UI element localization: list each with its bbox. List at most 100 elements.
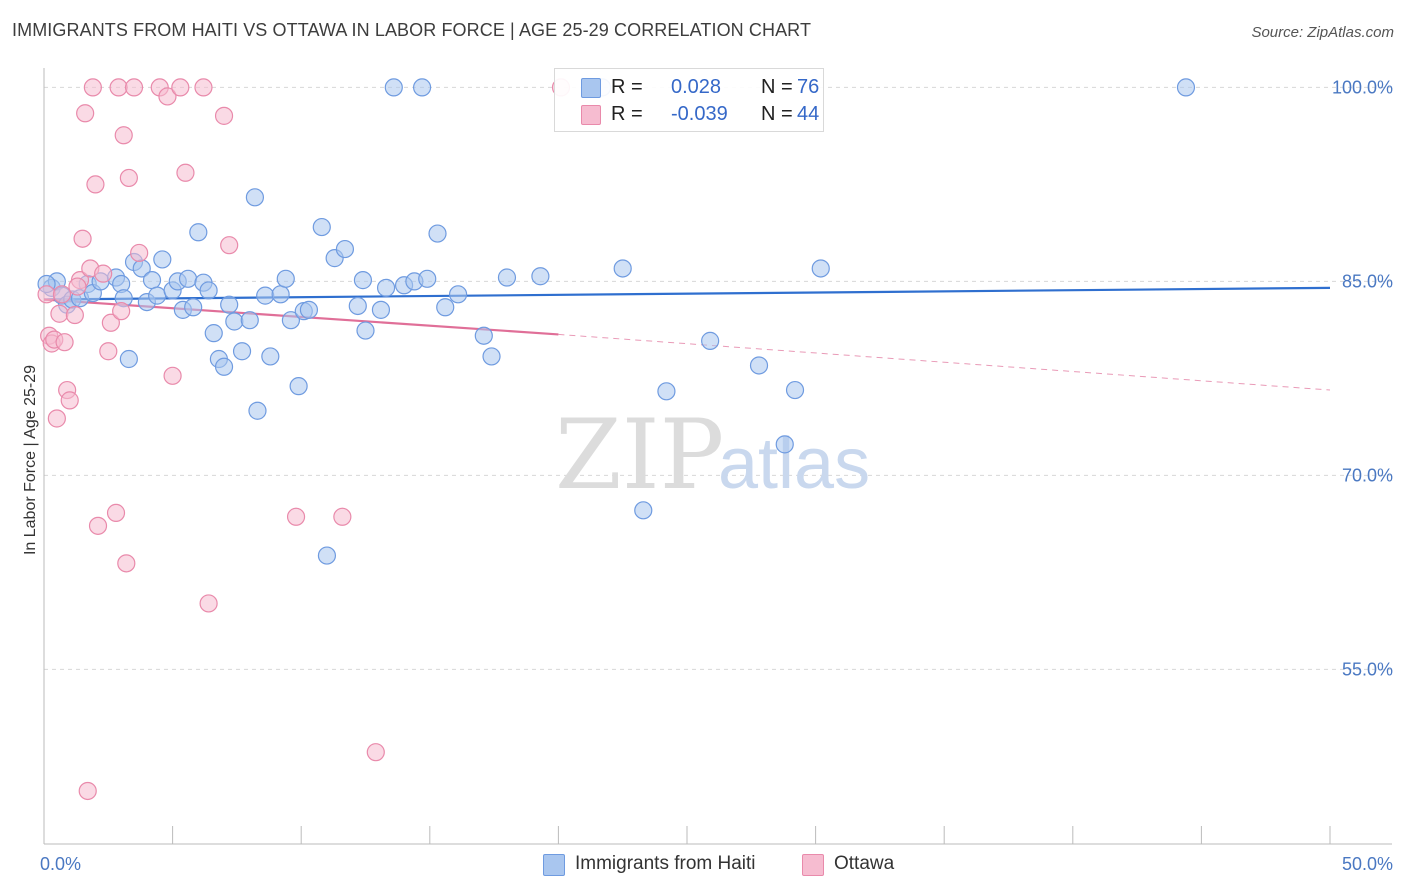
haiti-point (428, 224, 447, 243)
haiti-point (482, 347, 501, 366)
ottawa-point (68, 277, 87, 296)
haiti-point (418, 269, 437, 288)
y-tick-label: 85.0% (1342, 271, 1393, 291)
haiti-point (289, 377, 308, 396)
haiti-point (1176, 78, 1196, 97)
legend-n-label: N = (761, 103, 793, 125)
watermark-zip: ZIP (555, 399, 724, 511)
x-tick-label: 50.0% (1342, 854, 1393, 874)
haiti-point (657, 382, 676, 401)
y-tick-label: 55.0% (1342, 659, 1393, 679)
ottawa-point (220, 236, 239, 255)
ottawa-point (171, 78, 190, 97)
haiti-trend-line (43, 286, 1331, 301)
ottawa-point (194, 78, 213, 97)
ottawa-point (47, 409, 66, 428)
haiti-point (281, 311, 301, 330)
ottawa-point (114, 126, 133, 145)
stats-legend: R = 0.028 N = 76 R = -0.039 N = 44 (554, 68, 824, 132)
watermark-atlas: atlas (718, 424, 870, 504)
ottawa-point (78, 781, 97, 801)
haiti-point (317, 546, 337, 565)
legend-n-label: N = (761, 76, 793, 98)
haiti-point (448, 285, 468, 304)
legend-n-value: 76 (797, 76, 820, 98)
legend-swatch-ottawa (581, 105, 601, 125)
legend-r-label: R = (611, 76, 643, 98)
tick-labels: 55.0% 70.0% 85.0% 100.0% 0.0% 50.0% (40, 77, 1393, 874)
haiti-point (148, 286, 167, 305)
haiti-point (261, 347, 280, 366)
haiti-point (412, 78, 432, 97)
haiti-point (531, 267, 550, 286)
ottawa-point (76, 104, 95, 123)
ottawa-point (158, 87, 177, 106)
ottawa-point (83, 78, 102, 97)
ottawa-point (163, 366, 182, 385)
ottawa-point (130, 243, 149, 263)
bottom-legend-swatch-ottawa (802, 854, 824, 876)
y-tick-label: 100.0% (1332, 77, 1393, 97)
chart-title: IMMIGRANTS FROM HAITI VS OTTAWA IN LABOR… (12, 20, 812, 40)
haiti-point (312, 217, 331, 237)
haiti-point (775, 435, 794, 454)
haiti-point (225, 312, 244, 331)
ottawa-point (117, 554, 136, 573)
haiti-point (178, 269, 198, 288)
haiti-point (248, 401, 267, 420)
legend-n-value: 44 (797, 103, 820, 125)
haiti-point (384, 78, 403, 97)
haiti-point (199, 281, 218, 300)
legend-swatch-haiti (581, 78, 601, 98)
y-tick-label: 70.0% (1342, 465, 1393, 485)
haiti-point (299, 300, 319, 319)
haiti-point (189, 223, 208, 242)
ottawa-point (286, 507, 306, 526)
haiti-point (276, 269, 295, 288)
haiti-point (701, 331, 720, 350)
ottawa-point (88, 516, 108, 535)
haiti-point (142, 271, 162, 290)
haiti-point (436, 298, 455, 317)
ottawa-point (366, 743, 385, 762)
haiti-point (356, 321, 375, 340)
haiti-point (271, 285, 290, 304)
haiti-point (204, 324, 223, 343)
legend-r-value: 0.028 (671, 76, 722, 98)
ottawa-point (55, 333, 74, 352)
haiti-point (376, 278, 396, 297)
haiti-point (232, 342, 252, 361)
haiti-point (348, 296, 367, 316)
x-tick-label: 0.0% (40, 854, 81, 874)
ottawa-point (65, 305, 84, 325)
y-axis-label: In Labor Force | Age 25-29 (22, 365, 39, 555)
ottawa-point (106, 503, 126, 523)
ottawa-point (50, 304, 69, 323)
ottawa-point (214, 106, 234, 125)
haiti-point (497, 268, 517, 287)
haiti-point (184, 298, 203, 317)
haiti-point (245, 188, 265, 207)
haiti-point (634, 501, 653, 520)
bottom-legend-label-haiti: Immigrants from Haiti (575, 853, 756, 874)
haiti-point (371, 300, 391, 319)
source-label: Source: ZipAtlas.com (1251, 24, 1394, 41)
ottawa-point (124, 78, 144, 97)
ottawa-point (101, 313, 120, 332)
ottawa-point (199, 594, 218, 613)
ottawa-point (99, 342, 118, 361)
haiti-point (474, 326, 493, 345)
haiti-point (220, 295, 239, 314)
bottom-legend-label-ottawa: Ottawa (834, 853, 895, 874)
ottawa-point (176, 163, 195, 182)
ottawa-point (119, 168, 138, 188)
haiti-point (749, 356, 769, 375)
haiti-point (613, 259, 632, 278)
ottawa-point (60, 391, 79, 410)
ottawa-point (109, 78, 128, 97)
ottawa-point (73, 229, 92, 248)
haiti-point (119, 349, 138, 369)
haiti-point (214, 357, 234, 376)
ottawa-point (94, 264, 113, 283)
